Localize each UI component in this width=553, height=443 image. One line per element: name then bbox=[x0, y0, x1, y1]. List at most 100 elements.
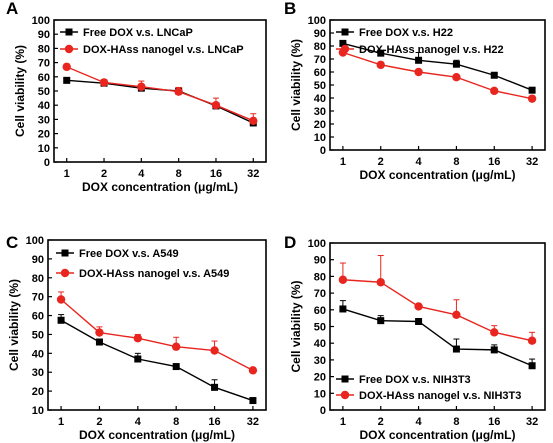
y-tick-label: 30 bbox=[314, 106, 326, 118]
y-tick-label: 30 bbox=[32, 367, 44, 379]
y-tick-label: 70 bbox=[314, 288, 326, 300]
data-point bbox=[377, 49, 385, 57]
panel-letter: A bbox=[6, 0, 18, 18]
data-point bbox=[99, 78, 109, 87]
data-point bbox=[414, 67, 423, 77]
x-axis-title: DOX concentration (μg/mL) bbox=[359, 168, 515, 182]
legend-label: DOX-HAss nanogel v.s. NIH3T3 bbox=[359, 390, 521, 402]
x-tick-label: 4 bbox=[135, 416, 142, 428]
panel-letter: C bbox=[6, 233, 18, 252]
data-point bbox=[339, 39, 347, 47]
data-point bbox=[56, 295, 66, 304]
x-tick-label: 2 bbox=[101, 168, 107, 180]
legend-marker bbox=[60, 268, 70, 278]
y-tick-label: 40 bbox=[32, 348, 44, 360]
series-dox-hass-nanogel bbox=[338, 48, 537, 103]
legend-label: DOX-HAss nanogel v.s. H22 bbox=[359, 44, 504, 56]
y-tick-label: 40 bbox=[314, 338, 326, 350]
x-tick-label: 8 bbox=[453, 156, 459, 168]
legend-marker bbox=[341, 28, 349, 36]
x-tick-label: 1 bbox=[58, 416, 64, 428]
y-tick-label: 80 bbox=[38, 43, 50, 55]
data-point bbox=[490, 71, 498, 79]
data-point bbox=[415, 56, 423, 64]
data-point bbox=[490, 346, 498, 354]
y-tick-label: 0 bbox=[320, 145, 326, 157]
data-point bbox=[490, 328, 499, 337]
data-point bbox=[134, 355, 142, 363]
x-tick-label: 1 bbox=[340, 416, 346, 428]
y-tick-label: 20 bbox=[314, 119, 326, 131]
data-point bbox=[95, 338, 103, 346]
y-axis-title: Cell viability (%) bbox=[7, 279, 21, 371]
x-axis-title: DOX concentration (μg/mL) bbox=[359, 428, 515, 442]
y-tick-label: 90 bbox=[32, 254, 44, 266]
y-tick-label: 0 bbox=[320, 405, 326, 417]
x-tick-label: 16 bbox=[488, 416, 500, 428]
y-tick-label: 10 bbox=[38, 143, 50, 155]
y-tick-label: 10 bbox=[314, 388, 326, 400]
data-point bbox=[211, 101, 221, 110]
panel-letter: B bbox=[284, 0, 296, 18]
y-tick-label: 50 bbox=[38, 86, 50, 98]
x-tick-label: 32 bbox=[526, 416, 538, 428]
y-axis-title: Cell viability (%) bbox=[13, 45, 27, 137]
legend-label: Free DOX v.s. A549 bbox=[79, 248, 179, 260]
x-tick-label: 2 bbox=[96, 416, 102, 428]
y-tick-label: 70 bbox=[314, 54, 326, 66]
legend-label: DOX-HAss nanogel v.s. LNCaP bbox=[83, 44, 244, 56]
y-tick-label: 50 bbox=[314, 80, 326, 92]
x-tick-label: 8 bbox=[176, 168, 182, 180]
data-point bbox=[527, 336, 537, 345]
data-point bbox=[174, 87, 183, 96]
data-point bbox=[414, 302, 423, 311]
y-tick-label: 20 bbox=[314, 372, 326, 384]
data-point bbox=[339, 305, 347, 313]
y-tick-label: 60 bbox=[32, 311, 44, 323]
data-point bbox=[249, 397, 257, 405]
y-tick-label: 80 bbox=[32, 273, 44, 285]
x-axis-title: DOX concentration (μg/mL) bbox=[82, 180, 238, 194]
y-tick-label: 40 bbox=[38, 100, 50, 112]
data-point bbox=[248, 366, 258, 375]
x-tick-label: 32 bbox=[247, 168, 259, 180]
x-tick-label: 4 bbox=[416, 156, 423, 168]
legend-marker bbox=[341, 375, 349, 383]
legend-label: DOX-HAss nanogel v.s. A549 bbox=[79, 268, 229, 280]
legend-label: Free DOX v.s. LNCaP bbox=[83, 27, 193, 39]
y-tick-label: 20 bbox=[32, 386, 44, 398]
x-tick-label: 1 bbox=[64, 168, 70, 180]
x-tick-label: 32 bbox=[526, 156, 538, 168]
y-tick-label: 60 bbox=[314, 305, 326, 317]
data-point bbox=[62, 62, 71, 72]
y-tick-label: 30 bbox=[314, 355, 326, 367]
x-axis-title: DOX concentration (μg/mL) bbox=[79, 428, 235, 442]
series-free-dox bbox=[57, 314, 257, 405]
legend-marker bbox=[64, 44, 74, 54]
series-line bbox=[342, 308, 533, 367]
data-point bbox=[249, 116, 258, 126]
y-tick-label: 50 bbox=[32, 329, 44, 341]
x-tick-label: 4 bbox=[138, 168, 145, 180]
series-line bbox=[342, 42, 533, 91]
series-line bbox=[66, 66, 254, 122]
series-line bbox=[60, 319, 254, 402]
series-free-dox bbox=[339, 300, 536, 370]
data-point bbox=[57, 316, 65, 324]
data-point bbox=[452, 60, 460, 68]
plot-frame bbox=[47, 239, 267, 411]
data-point bbox=[137, 82, 146, 91]
plot-frame bbox=[53, 19, 267, 163]
data-point bbox=[95, 328, 104, 337]
y-tick-label: 40 bbox=[314, 93, 326, 105]
x-tick-label: 16 bbox=[488, 156, 500, 168]
series-line bbox=[60, 298, 254, 371]
series-line bbox=[342, 279, 533, 342]
data-point bbox=[528, 86, 536, 94]
y-tick-label: 90 bbox=[314, 28, 326, 40]
data-point bbox=[338, 275, 348, 284]
data-point bbox=[452, 345, 460, 353]
series-line bbox=[66, 79, 254, 124]
y-tick-label: 100 bbox=[32, 15, 50, 27]
